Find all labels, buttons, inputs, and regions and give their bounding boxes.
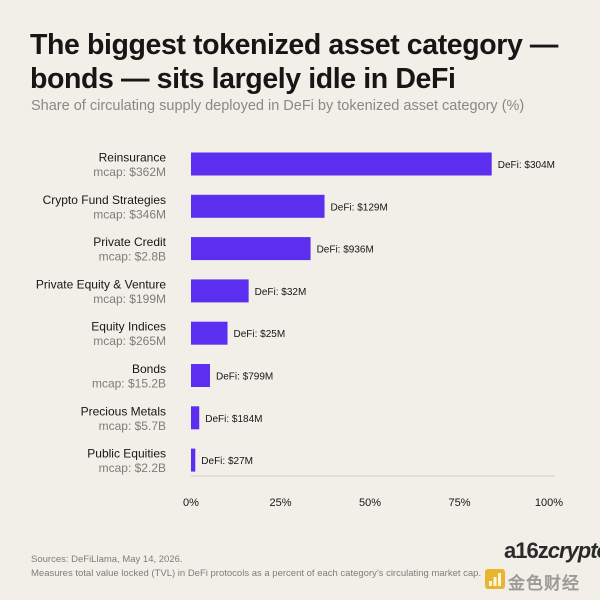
category-label: Reinsurance [99,151,167,165]
logo-brand-b: crypto [547,538,600,563]
category-label: Crypto Fund Strategies [43,193,166,207]
brand-logo: a16zcrypto 金色财经 [484,540,600,593]
data-label: DeFi: $936M [317,245,374,256]
methodology-note: Measures total value locked (TVL) in DeF… [31,568,482,579]
category-label: Private Equity & Venture [36,277,166,291]
x-tick-label: 0% [183,497,199,509]
chart-title: The biggest tokenized asset category — b… [30,29,559,95]
category-mcap-label: mcap: $5.7B [99,419,166,433]
x-tick-label: 25% [269,497,291,509]
data-label: DeFi: $27M [201,456,253,467]
chart-subtitle: Share of circulating supply deployed in … [31,98,525,114]
source-note: Sources: DeFiLlama, May 14, 2026. [31,554,183,565]
data-label: DeFi: $25M [234,329,286,340]
data-label: DeFi: $304M [498,160,555,171]
bar [191,364,210,387]
logo-brand-a: a16z [504,538,549,563]
category-mcap-label: mcap: $2.2B [99,461,166,475]
data-label: DeFi: $184M [205,414,262,425]
data-label: DeFi: $799M [216,372,273,383]
category-mcap-label: mcap: $362M [93,165,166,179]
category-mcap-label: mcap: $265M [93,334,166,348]
x-tick-label: 50% [359,497,381,509]
data-label: DeFi: $129M [331,202,388,213]
x-tick-label: 100% [535,497,563,509]
bar [191,448,196,472]
category-label: Bonds [132,362,166,376]
bar [191,152,492,176]
data-label: DeFi: $32M [255,287,307,298]
a16z-crypto-wordmark: a16zcrypto [504,540,600,562]
category-mcap-label: mcap: $15.2B [92,377,166,391]
category-mcap-label: mcap: $2.8B [99,250,166,264]
category-mcap-label: mcap: $199M [93,292,166,306]
chart-footer: Sources: DeFiLlama, May 14, 2026. Measur… [31,553,481,581]
bar [191,279,249,303]
category-mcap-label: mcap: $346M [93,207,166,221]
category-label: Public Equities [87,447,166,461]
bar [191,406,200,430]
bar [191,237,311,261]
bar [191,194,325,218]
coin-icon [485,569,505,589]
bar [191,321,228,345]
logo-cn-text: 金色财经 [508,574,580,593]
category-label: Precious Metals [81,404,166,418]
category-label: Equity Indices [91,320,166,334]
x-tick-label: 75% [448,497,470,509]
category-label: Private Credit [93,235,166,249]
